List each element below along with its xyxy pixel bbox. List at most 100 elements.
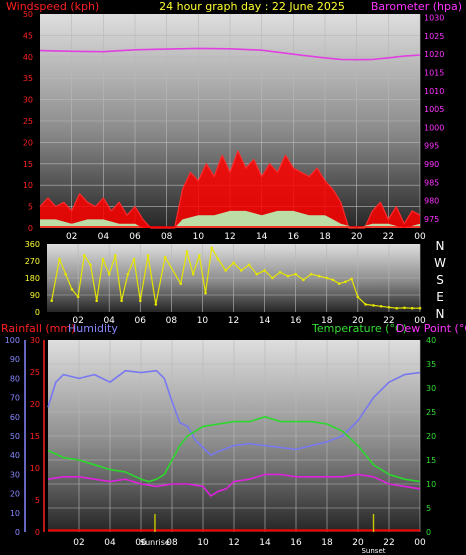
temperature-y-tick: 15 — [426, 456, 436, 465]
rainfall-axis-title: Rainfall (mm) — [1, 322, 75, 335]
wind-direction-point — [403, 306, 406, 310]
barometer-y-tick: 1030 — [424, 14, 444, 23]
rainfall-y-tick: 15 — [30, 432, 40, 441]
wind-axis-title: Windspeed (kph) — [6, 0, 99, 13]
humidity-y-tick: 10 — [10, 509, 20, 518]
wind-direction-point — [101, 257, 105, 261]
wind-direction-point — [216, 257, 220, 261]
barometer-y-tick: 985 — [424, 178, 439, 187]
humidity-y-tick: 60 — [10, 413, 20, 422]
direction-x-tick: 06 — [135, 316, 147, 326]
humidity-axis-title: Humidity — [68, 322, 118, 335]
humidity-y-tick: 100 — [5, 336, 20, 345]
wind-direction-point — [224, 269, 227, 272]
wind-direction-point — [204, 291, 207, 295]
direction-x-tick: 16 — [290, 316, 302, 326]
temperature-axis-title: Temperature (°C) — [311, 322, 407, 335]
humidity-y-tick: 20 — [10, 490, 20, 499]
wind-direction-point — [126, 272, 130, 276]
wind-x-tick: 14 — [256, 232, 268, 242]
humidity-y-tick: 90 — [10, 355, 20, 364]
wind-direction-point — [76, 295, 80, 299]
barometer-y-tick: 990 — [424, 160, 439, 169]
wind-x-tick: 22 — [383, 232, 394, 242]
wind-gust-area — [40, 151, 420, 228]
direction-y-tick: 360 — [25, 240, 40, 249]
wind-direction-point — [232, 261, 235, 265]
direction-x-tick: 00 — [414, 316, 426, 326]
temperature-x-tick: 18 — [321, 538, 333, 548]
wind-y-tick: 20 — [23, 138, 33, 147]
wind-direction-point — [58, 257, 61, 261]
wind-direction-point — [146, 254, 150, 257]
wind-direction-point — [309, 272, 313, 276]
temperature-x-tick: 08 — [166, 538, 178, 548]
temperature-x-tick: 02 — [73, 538, 84, 548]
humidity-y-tick: 30 — [10, 470, 20, 479]
wind-direction-point — [395, 306, 399, 310]
wind-y-tick: 10 — [23, 181, 33, 190]
wind-x-tick: 02 — [66, 232, 77, 242]
wind-direction-point — [379, 305, 383, 308]
wind-direction-point — [255, 272, 259, 276]
wind-direction-point — [89, 263, 92, 267]
temperature-x-tick: 04 — [104, 538, 116, 548]
temperature-y-tick: 30 — [426, 384, 436, 393]
barometer-y-tick: 1000 — [424, 123, 444, 132]
wind-x-tick: 12 — [224, 232, 235, 242]
temperature-y-tick: 40 — [426, 336, 436, 345]
direction-y-tick: 0 — [35, 308, 40, 317]
compass-tick: E — [436, 290, 444, 304]
temperature-x-tick: 10 — [197, 538, 209, 548]
wind-x-tick: 04 — [98, 232, 110, 242]
wind-x-tick: 10 — [193, 232, 205, 242]
wind-y-tick: 35 — [23, 74, 33, 83]
rainfall-y-tick: 30 — [30, 336, 40, 345]
temperature-x-tick: 06 — [135, 538, 147, 548]
wind-y-tick: 0 — [28, 224, 33, 233]
sunrise-label: Sunrise — [140, 538, 170, 547]
temperature-x-tick: 16 — [290, 538, 302, 548]
dewpoint-line — [47, 473, 421, 497]
temperature-y-tick: 10 — [426, 480, 436, 489]
direction-x-tick: 02 — [72, 316, 83, 326]
wind-direction-point — [337, 282, 341, 286]
graph-title: 24 hour graph day : 22 June 2025 — [159, 0, 345, 13]
temperature-x-tick: 00 — [414, 538, 426, 548]
direction-x-tick: 20 — [352, 316, 364, 326]
wind-direction-line — [51, 247, 420, 309]
wind-direction-point — [247, 263, 251, 267]
direction-x-tick: 12 — [228, 316, 239, 326]
wind-direction-point — [410, 306, 414, 310]
humidity-y-tick: 40 — [10, 451, 20, 460]
direction-x-tick: 22 — [383, 316, 394, 326]
wind-y-tick: 25 — [23, 117, 33, 126]
wind-x-tick: 00 — [414, 232, 426, 242]
wind-direction-point — [95, 299, 98, 303]
wind-direction-point — [372, 304, 375, 307]
dewpoint-axis-title: Dew Point (°C) — [396, 322, 466, 335]
temperature-y-tick: 25 — [426, 408, 436, 417]
wind-y-tick: 15 — [23, 160, 33, 169]
barometer-y-tick: 995 — [424, 142, 439, 151]
wind-average-area — [40, 210, 420, 228]
wind-direction-point — [240, 269, 243, 272]
rainfall-y-tick: 0 — [35, 528, 40, 537]
barometer-y-tick: 1005 — [424, 105, 444, 114]
compass-tick: W — [434, 256, 446, 270]
wind-x-tick: 06 — [129, 232, 141, 242]
wind-direction-point — [294, 272, 298, 276]
wind-direction-point — [278, 271, 282, 274]
wind-direction-point — [64, 272, 67, 276]
wind-direction-point — [179, 282, 182, 286]
humidity-y-tick: 0 — [15, 528, 20, 537]
humidity-y-tick: 70 — [10, 394, 20, 403]
temperature-y-tick: 20 — [426, 432, 436, 441]
wind-direction-point — [263, 269, 266, 272]
temperature-line — [47, 415, 421, 483]
wind-direction-point — [114, 254, 117, 257]
temperature-x-tick: 14 — [259, 538, 271, 548]
wind-direction-point — [163, 255, 167, 259]
compass-tick: N — [436, 239, 445, 253]
